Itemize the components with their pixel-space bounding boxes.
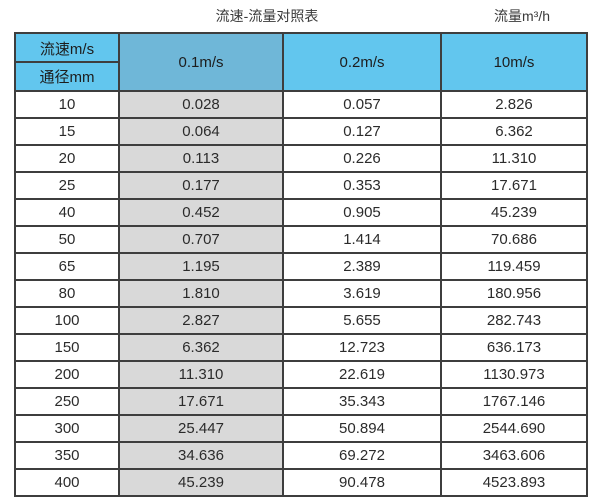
flow-rate-table: 流速m/s 通径mm 0.1m/s 0.2m/s 10m/s 10 0.028 … bbox=[14, 32, 588, 497]
table-row: 150 6.362 12.723 636.173 bbox=[14, 333, 588, 362]
table-row: 10 0.028 0.057 2.826 bbox=[14, 90, 588, 119]
velocity-header-label: 流速m/s bbox=[16, 35, 118, 63]
table-row: 15 0.064 0.127 6.362 bbox=[14, 117, 588, 146]
diameter-cell: 20 bbox=[14, 144, 120, 173]
flow-cell-0-1ms: 1.195 bbox=[118, 252, 284, 281]
flow-cell-0-1ms: 1.810 bbox=[118, 279, 284, 308]
flow-cell-0-2ms: 2.389 bbox=[282, 252, 442, 281]
flow-cell-10ms: 17.671 bbox=[440, 171, 588, 200]
diameter-cell: 200 bbox=[14, 360, 120, 389]
diameter-header-label: 通径mm bbox=[39, 68, 95, 86]
diameter-cell: 80 bbox=[14, 279, 120, 308]
table-row: 350 34.636 69.272 3463.606 bbox=[14, 441, 588, 470]
flow-cell-0-2ms: 12.723 bbox=[282, 333, 442, 362]
flow-cell-0-1ms: 34.636 bbox=[118, 441, 284, 470]
diameter-cell: 40 bbox=[14, 198, 120, 227]
table-row: 65 1.195 2.389 119.459 bbox=[14, 252, 588, 281]
table-row: 200 11.310 22.619 1130.973 bbox=[14, 360, 588, 389]
table-row: 20 0.113 0.226 11.310 bbox=[14, 144, 588, 173]
flow-cell-10ms: 180.956 bbox=[440, 279, 588, 308]
flow-cell-10ms: 11.310 bbox=[440, 144, 588, 173]
page-title: 流速-流量对照表 bbox=[215, 8, 319, 24]
flow-cell-0-2ms: 0.226 bbox=[282, 144, 442, 173]
diameter-cell: 150 bbox=[14, 333, 120, 362]
diameter-cell: 100 bbox=[14, 306, 120, 335]
corner-header-cell: 流速m/s 通径mm bbox=[14, 32, 120, 92]
flow-cell-10ms: 636.173 bbox=[440, 333, 588, 362]
flow-cell-0-1ms: 2.827 bbox=[118, 306, 284, 335]
flow-cell-0-1ms: 0.064 bbox=[118, 117, 284, 146]
column-header-0-1ms: 0.1m/s bbox=[118, 32, 284, 92]
flow-cell-0-2ms: 0.353 bbox=[282, 171, 442, 200]
diameter-cell: 400 bbox=[14, 468, 120, 497]
flow-cell-0-1ms: 0.177 bbox=[118, 171, 284, 200]
flow-cell-0-2ms: 90.478 bbox=[282, 468, 442, 497]
flow-cell-0-2ms: 50.894 bbox=[282, 414, 442, 443]
flow-cell-0-2ms: 5.655 bbox=[282, 306, 442, 335]
flow-cell-0-2ms: 22.619 bbox=[282, 360, 442, 389]
column-header-10ms: 10m/s bbox=[440, 32, 588, 92]
diameter-cell: 65 bbox=[14, 252, 120, 281]
diameter-cell: 25 bbox=[14, 171, 120, 200]
table-row: 50 0.707 1.414 70.686 bbox=[14, 225, 588, 254]
header-row: 流速m/s 通径mm 0.1m/s 0.2m/s 10m/s bbox=[14, 32, 588, 92]
flow-cell-0-2ms: 35.343 bbox=[282, 387, 442, 416]
flow-cell-10ms: 119.459 bbox=[440, 252, 588, 281]
flow-cell-0-2ms: 0.127 bbox=[282, 117, 442, 146]
flow-cell-0-2ms: 0.057 bbox=[282, 90, 442, 119]
diameter-cell: 50 bbox=[14, 225, 120, 254]
flow-cell-0-1ms: 0.452 bbox=[118, 198, 284, 227]
flow-cell-0-1ms: 45.239 bbox=[118, 468, 284, 497]
flow-cell-0-2ms: 69.272 bbox=[282, 441, 442, 470]
flow-cell-0-2ms: 1.414 bbox=[282, 225, 442, 254]
flow-cell-0-1ms: 6.362 bbox=[118, 333, 284, 362]
flow-unit-label: 流量m³/h bbox=[494, 8, 550, 24]
column-header-0-2ms: 0.2m/s bbox=[282, 32, 442, 92]
flow-cell-10ms: 1130.973 bbox=[440, 360, 588, 389]
table-row: 300 25.447 50.894 2544.690 bbox=[14, 414, 588, 443]
flow-cell-10ms: 6.362 bbox=[440, 117, 588, 146]
flow-cell-10ms: 1767.146 bbox=[440, 387, 588, 416]
flow-cell-0-1ms: 0.028 bbox=[118, 90, 284, 119]
diameter-cell: 350 bbox=[14, 441, 120, 470]
flow-cell-0-1ms: 11.310 bbox=[118, 360, 284, 389]
diameter-cell: 300 bbox=[14, 414, 120, 443]
table-row: 100 2.827 5.655 282.743 bbox=[14, 306, 588, 335]
table-row: 25 0.177 0.353 17.671 bbox=[14, 171, 588, 200]
flow-cell-10ms: 45.239 bbox=[440, 198, 588, 227]
table-row: 40 0.452 0.905 45.239 bbox=[14, 198, 588, 227]
flow-cell-10ms: 4523.893 bbox=[440, 468, 588, 497]
flow-cell-0-1ms: 17.671 bbox=[118, 387, 284, 416]
flow-cell-0-2ms: 0.905 bbox=[282, 198, 442, 227]
flow-cell-0-1ms: 0.707 bbox=[118, 225, 284, 254]
table-row: 250 17.671 35.343 1767.146 bbox=[14, 387, 588, 416]
table-row: 80 1.810 3.619 180.956 bbox=[14, 279, 588, 308]
flow-cell-10ms: 70.686 bbox=[440, 225, 588, 254]
diameter-cell: 250 bbox=[14, 387, 120, 416]
flow-cell-10ms: 282.743 bbox=[440, 306, 588, 335]
diameter-cell: 10 bbox=[14, 90, 120, 119]
flow-cell-0-1ms: 25.447 bbox=[118, 414, 284, 443]
diameter-cell: 15 bbox=[14, 117, 120, 146]
flow-cell-0-1ms: 0.113 bbox=[118, 144, 284, 173]
flow-cell-10ms: 2544.690 bbox=[440, 414, 588, 443]
flow-cell-10ms: 2.826 bbox=[440, 90, 588, 119]
title-row: 流速-流量对照表 流量m³/h bbox=[0, 0, 600, 32]
flow-cell-10ms: 3463.606 bbox=[440, 441, 588, 470]
table-row: 400 45.239 90.478 4523.893 bbox=[14, 468, 588, 497]
flow-cell-0-2ms: 3.619 bbox=[282, 279, 442, 308]
